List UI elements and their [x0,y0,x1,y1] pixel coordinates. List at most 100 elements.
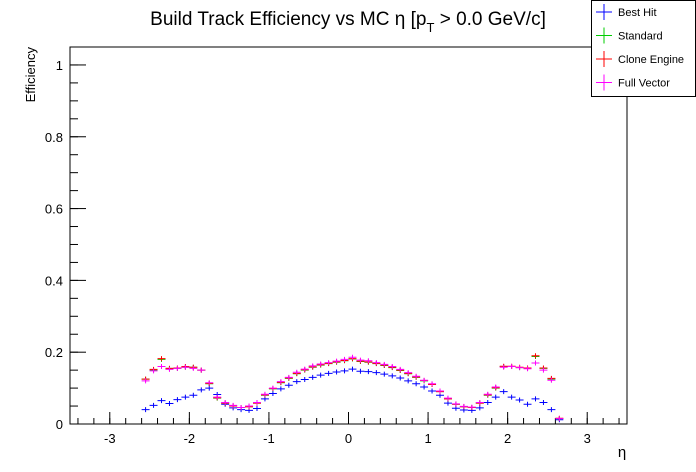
data-point [189,392,198,398]
data-point [428,381,437,387]
x-tick-label: -3 [104,431,116,446]
data-point [173,397,182,403]
data-point [539,399,548,405]
legend-label: Standard [618,31,663,43]
data-point [221,399,230,405]
data-point [396,375,405,381]
data-point [515,397,524,403]
data-point [467,404,476,410]
legend-label: Best Hit [618,7,657,19]
series-best-hit [141,366,564,423]
data-point [491,394,500,400]
data-point [157,356,166,362]
data-marks [141,353,564,423]
data-point [475,399,484,405]
data-point [507,364,516,370]
data-point [276,379,285,385]
x-tick-label: -1 [263,431,275,446]
data-point [436,388,444,394]
data-point [141,378,150,384]
data-point [428,388,437,394]
data-point [380,361,389,367]
data-point [404,370,413,376]
data-point [324,370,333,376]
data-point [555,416,564,422]
data-point [396,366,405,372]
data-point [539,367,548,373]
y-tick-label: 0.8 [45,130,63,145]
data-point [141,407,150,413]
data-point [388,373,397,379]
data-point [340,356,349,362]
title-tail: > 0.0 GeV/c] [434,9,545,30]
data-point [364,358,373,364]
data-point [149,402,158,408]
data-point [181,394,190,400]
data-point [300,366,309,372]
y-tick-label: 0.6 [45,202,63,217]
data-point [404,378,413,384]
data-point [253,406,261,412]
data-point [189,365,198,371]
data-point [308,363,317,369]
data-point [292,379,301,385]
data-point [316,361,325,367]
title-subscript: T [426,20,434,35]
data-point [531,353,540,359]
data-point [443,400,452,406]
data-point [165,401,174,407]
data-point [380,371,389,377]
x-tick-label: 0 [345,431,352,446]
data-point [268,390,277,396]
title-main: Build Track Efficiency vs MC η [p [150,9,426,30]
data-point [173,365,182,371]
data-point [292,369,301,375]
data-point [149,368,158,374]
data-point [443,395,452,401]
data-point [260,391,269,397]
data-point [340,368,349,374]
data-point [268,385,277,391]
data-point [213,394,222,400]
data-point [372,360,381,366]
data-point [276,386,285,392]
data-point [547,377,556,383]
data-point [237,404,246,410]
legend-label: Clone Engine [618,54,684,66]
x-axis-label: η [618,444,626,461]
data-point [316,372,325,378]
data-point [229,402,238,408]
x-tick-label: 3 [584,431,591,446]
data-point [324,360,333,366]
data-point [157,398,166,404]
data-point [420,384,429,390]
data-point [412,381,421,387]
data-point [483,399,492,405]
data-point [245,403,254,409]
data-point [332,369,341,375]
y-axis-label: Efficiency [23,47,38,103]
data-point [284,382,293,388]
legend-label: Full Vector [618,78,670,90]
data-point [459,403,468,409]
data-point [356,368,365,374]
data-point [348,354,357,360]
data-point [372,370,381,376]
data-point [507,394,516,400]
data-point [531,396,540,402]
data-point [165,366,174,372]
y-tick-label: 0.2 [45,345,63,360]
legend: Best Hit Standard Clone Engine Full Vector [591,0,696,97]
data-point [157,364,166,370]
data-point [364,369,373,375]
data-point [531,360,540,366]
data-point [451,401,460,407]
data-point [491,384,500,390]
data-point [308,374,317,380]
data-point [499,389,508,395]
data-point [253,399,261,405]
data-point [205,385,214,391]
data-point [356,357,365,363]
legend-box [591,0,696,97]
